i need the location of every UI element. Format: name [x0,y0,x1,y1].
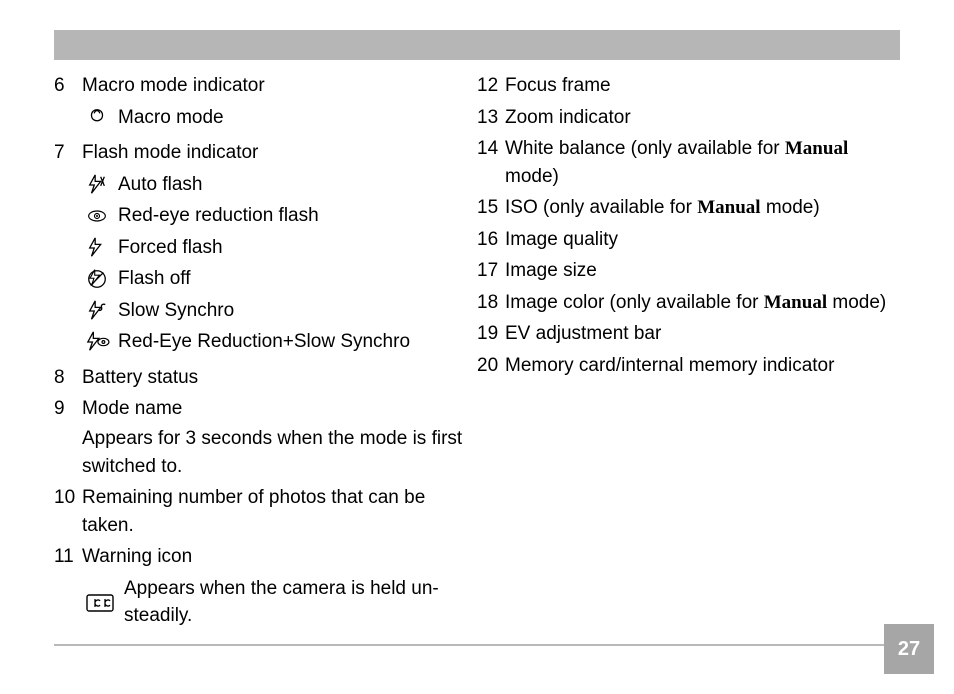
footer-rule [54,644,900,646]
item-title: Image size [505,257,890,285]
list-item: 11 Warning icon Appears when the camera … [54,543,467,634]
item-number: 17 [477,257,505,285]
list-item: 15 ISO (only available for Manual mode) [477,194,890,222]
item-number: 14 [477,135,505,190]
item-title: EV adjustment bar [505,320,890,348]
list-item: 12 Focus frame [477,72,890,100]
item-number: 7 [54,139,82,360]
right-column: 12 Focus frame 13 Zoom indicator 14 Whit… [477,72,900,638]
item-number: 13 [477,104,505,132]
list-item: 19 EV adjustment bar [477,320,890,348]
sub-label: Slow Synchro [118,297,234,325]
sub-label: Red-Eye Reduction+Slow Synchro [118,328,410,356]
item-title: Image quality [505,226,890,254]
item-title: Zoom indicator [505,104,890,132]
page-number: 27 [898,638,920,661]
list-item: 16 Image quality [477,226,890,254]
item-title: Focus frame [505,72,890,100]
item-title: Remaining number of photos that can be t… [82,484,467,539]
item-title: White balance (only available for Manual… [505,135,890,190]
item-title: Macro mode indicator [82,72,467,100]
item-number: 19 [477,320,505,348]
item-number: 11 [54,543,82,634]
item-number: 12 [477,72,505,100]
item-title: ISO (only available for Manual mode) [505,194,890,222]
redeye-icon [82,202,112,230]
item-number: 16 [477,226,505,254]
list-item: 9 Mode name Appears for 3 seconds when t… [54,395,467,480]
item-number: 15 [477,194,505,222]
header-bar [54,30,900,60]
forcedflash-icon [82,234,112,262]
item-title: Memory card/internal memory indicator [505,352,890,380]
macro-icon [82,104,112,132]
list-item: 13 Zoom indicator [477,104,890,132]
page-number-badge: 27 [884,624,934,674]
item-number: 9 [54,395,82,480]
item-detail: Appears for 3 seconds when the mode is f… [82,425,467,480]
item-number: 6 [54,72,82,135]
sub-label: Red-eye reduction flash [118,202,319,230]
item-title: Mode name [82,395,467,423]
list-item: 7 Flash mode indicator Auto flash Red-ey… [54,139,467,360]
item-number: 20 [477,352,505,380]
autoflash-icon [82,171,112,199]
sub-item: Appears when the camera is held un-stead… [82,575,467,630]
list-item: 18 Image color (only available for Manua… [477,289,890,317]
item-title: Image color (only available for Manual m… [505,289,890,317]
item-title: Warning icon [82,543,467,571]
sub-label: Forced flash [118,234,223,262]
item-number: 18 [477,289,505,317]
sub-label: Appears when the camera is held un-stead… [124,575,467,630]
item-number: 8 [54,364,82,392]
item-title: Flash mode indicator [82,139,467,167]
sub-item: Macro mode [82,104,467,132]
content-columns: 6 Macro mode indicator Macro mode 7 Flas… [54,72,900,638]
sub-label: Flash off [118,265,191,293]
sub-label: Macro mode [118,104,224,132]
manual-page: 6 Macro mode indicator Macro mode 7 Flas… [0,0,954,694]
slowsync-icon [82,297,112,325]
list-item: 17 Image size [477,257,890,285]
sub-label: Auto flash [118,171,203,199]
item-title: Battery status [82,364,467,392]
list-item: 8 Battery status [54,364,467,392]
list-item: 10 Remaining number of photos that can b… [54,484,467,539]
list-item: 20 Memory card/internal memory indicator [477,352,890,380]
flashoff-icon [82,265,112,293]
left-column: 6 Macro mode indicator Macro mode 7 Flas… [54,72,477,638]
unsteady-icon [82,589,118,617]
list-item: 6 Macro mode indicator Macro mode [54,72,467,135]
redeyeslow-icon [82,328,112,356]
item-number: 10 [54,484,82,539]
list-item: 14 White balance (only available for Man… [477,135,890,190]
